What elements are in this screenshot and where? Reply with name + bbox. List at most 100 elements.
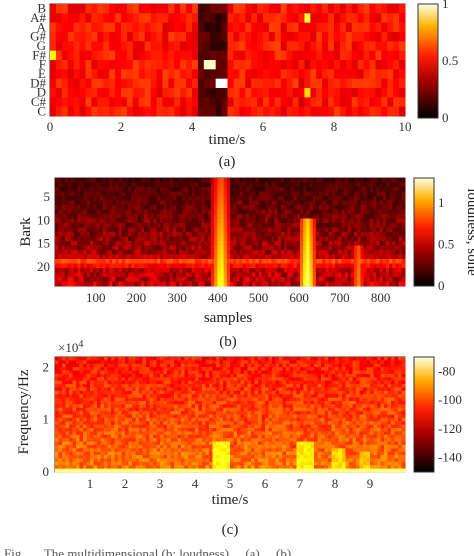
panel-b-cell [204, 182, 209, 188]
panel-c-cell [282, 360, 287, 365]
panel-c-cell [111, 400, 115, 405]
panel-a-cell [97, 50, 104, 61]
panel-b-cell [370, 196, 374, 201]
panel-c-cell [314, 373, 318, 378]
panel-a-cell [221, 97, 228, 108]
panel-b-cell [277, 236, 282, 242]
panel-b-cell [179, 196, 183, 201]
panel-c-cell [177, 380, 182, 385]
panel-c-cell [251, 367, 255, 371]
panel-b-cell [290, 263, 295, 269]
panel-b-cell [344, 263, 349, 269]
panel-c-cell [230, 407, 234, 412]
panel-c-cell [114, 407, 119, 412]
panel-c-cell [352, 394, 357, 398]
panel-c-cell [268, 357, 273, 361]
panel-c-cell [128, 400, 133, 405]
panel-a-cell [363, 60, 370, 70]
panel-a-cell [209, 106, 217, 117]
panel-b-cell [309, 187, 314, 192]
panel-b-cell [198, 236, 202, 242]
panel-c-cell [240, 370, 245, 375]
panel-b-cell [242, 236, 247, 242]
panel-a-cell [209, 88, 217, 98]
panel-b-cell [309, 268, 314, 273]
panel-b-cell [175, 263, 180, 269]
panel-b-cell [102, 254, 107, 260]
panel-b-cell [344, 236, 349, 242]
panel-a-cell [174, 22, 181, 33]
panel-b-cell [67, 178, 72, 183]
panel-c-cell [380, 360, 385, 365]
panel-b-cell [150, 191, 155, 197]
panel-b-cell [58, 218, 62, 224]
panel-c-cell [55, 384, 59, 388]
panel-b-cell [239, 214, 244, 219]
panel-b-cell [363, 200, 368, 206]
panel-b-cell [322, 214, 326, 219]
panel-b-cell [245, 214, 250, 219]
panel-b-cell [344, 254, 349, 260]
panel-c-cell [265, 360, 269, 365]
panel-b-cell [137, 227, 142, 233]
panel-c-cell [219, 370, 224, 375]
panel-c-cell [111, 394, 115, 398]
panel-b-cell [131, 200, 135, 206]
panel-b-cell [389, 178, 393, 183]
panel-c-cell [321, 390, 325, 395]
panel-c-cell [366, 397, 371, 402]
panel-b-cell [160, 277, 164, 282]
panel-b-cell [140, 263, 145, 269]
panel-c-cell [258, 360, 262, 365]
panel-b-cell [118, 182, 123, 188]
panel-c-cell [226, 357, 231, 361]
panel-a-cell [357, 50, 364, 61]
panel-a-cell [168, 106, 175, 117]
panel-b-cell [230, 196, 234, 201]
panel-b-cell [255, 268, 260, 273]
panel-b-cell [140, 196, 145, 201]
panel-b-cell [105, 277, 110, 282]
panel-b-cell [306, 182, 310, 188]
panel-b-cell [373, 281, 377, 287]
panel-b-cell [315, 263, 320, 269]
panel-c-cell [387, 404, 392, 409]
panel-b-cell [195, 236, 199, 242]
panel-b-cell [160, 178, 164, 183]
panel-b-cell [280, 214, 285, 219]
panel-b-cell [360, 232, 365, 237]
panel-b-cell [233, 227, 237, 233]
panel-a-cell [298, 60, 305, 70]
panel-c-cell [128, 377, 133, 382]
panel-b-cell [287, 187, 291, 192]
panel-c-cell [170, 377, 175, 382]
panel-b-cell [207, 223, 212, 228]
panel-a-cell [186, 13, 193, 24]
panel-c-cell [230, 380, 234, 385]
panel-b-cell [255, 205, 260, 210]
panel-a-cell [203, 60, 211, 70]
panel-c-cell [338, 377, 343, 382]
panel-b-cell [96, 232, 100, 237]
panel-a-cell [280, 22, 288, 33]
panel-b-cell [303, 214, 307, 219]
panel-b-cell [77, 263, 81, 269]
panel-a-cell [180, 22, 187, 33]
panel-b-cell [389, 191, 393, 197]
panel-c-cell [219, 360, 224, 365]
panel-b-cell [242, 187, 247, 192]
panel-b-cell [150, 268, 155, 273]
panel-b-cell [309, 223, 314, 228]
panel-a-cell [375, 78, 382, 89]
panel-b-x-tick: 800 [371, 290, 391, 305]
panel-b-cell [385, 268, 390, 273]
panel-b-cell [58, 236, 62, 242]
panel-c-cell [181, 407, 185, 412]
panel-b-cell [83, 281, 88, 287]
panel-c-cell [209, 377, 213, 382]
panel-a-cell [375, 60, 382, 70]
panel-c-cell [279, 394, 283, 398]
panel-b-cell [265, 200, 269, 206]
panel-b-cell [268, 236, 272, 242]
panel-b-cell [210, 281, 215, 287]
